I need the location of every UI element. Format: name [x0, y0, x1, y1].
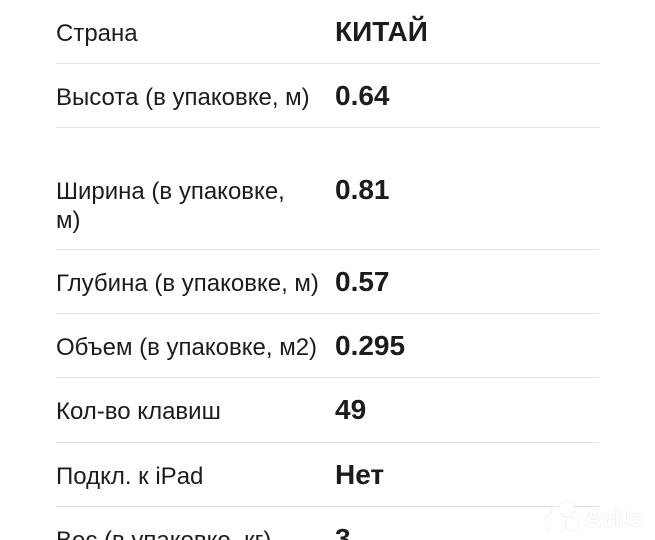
svg-text:Avito: Avito: [584, 506, 643, 532]
